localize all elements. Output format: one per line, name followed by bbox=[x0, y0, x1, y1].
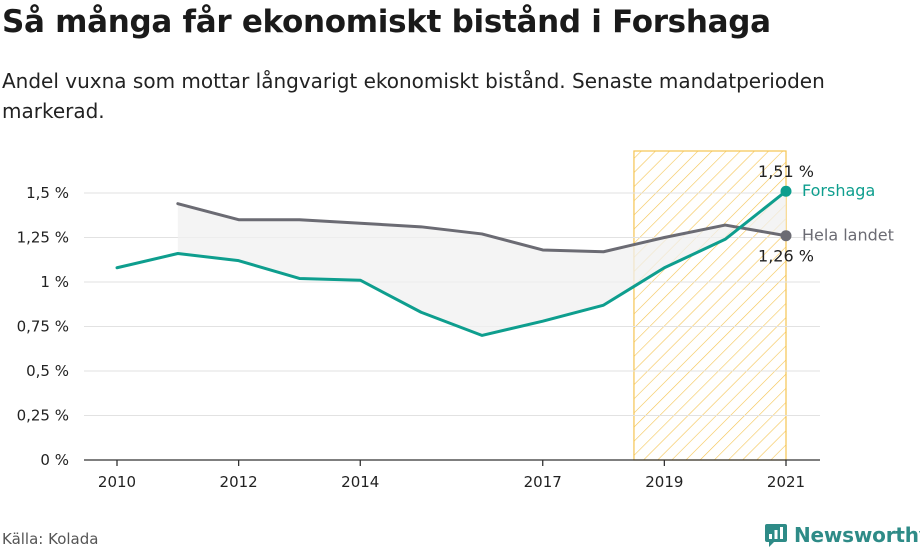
y-tick-label: 0,75 % bbox=[17, 318, 69, 336]
forshaga-line bbox=[115, 189, 788, 337]
y-tick-label: 0,25 % bbox=[17, 407, 69, 425]
newsworthy-logo-icon bbox=[765, 524, 787, 547]
source-note: Källa: Kolada bbox=[2, 530, 99, 548]
forshaga-series-label: Forshaga bbox=[802, 181, 875, 200]
hela-landet-series-label: Hela landet bbox=[802, 226, 894, 245]
hela-landet-line bbox=[176, 202, 788, 254]
forshaga-value-label: 1,51 % bbox=[758, 162, 814, 181]
x-tick-label: 2017 bbox=[524, 473, 562, 491]
y-tick-label: 0 % bbox=[40, 451, 69, 469]
chart-title: Så många får ekonomiskt bistånd i Forsha… bbox=[2, 4, 771, 40]
difference-area bbox=[177, 191, 786, 336]
x-tick-label: 2021 bbox=[767, 473, 805, 491]
x-tick-label: 2019 bbox=[645, 473, 683, 491]
chart-subtitle: Andel vuxna som mottar långvarigt ekonom… bbox=[2, 69, 825, 123]
y-tick-label: 1,25 % bbox=[17, 229, 69, 247]
brand-name: Newsworthy bbox=[794, 523, 920, 547]
x-tick-label: 2014 bbox=[341, 473, 379, 491]
y-tick-label: 0,5 % bbox=[26, 362, 69, 380]
hela-landet-value-label: 1,26 % bbox=[758, 247, 814, 266]
x-tick-label: 2010 bbox=[98, 473, 136, 491]
highlight-period bbox=[633, 150, 787, 461]
newsworthy-logo: Newsworthy bbox=[764, 518, 920, 552]
y-tick-label: 1 % bbox=[40, 273, 69, 291]
forshaga-end-point bbox=[780, 185, 792, 197]
y-tick-label: 1,5 % bbox=[26, 184, 69, 202]
x-tick-label: 2012 bbox=[220, 473, 258, 491]
hela-landet-end-point bbox=[780, 230, 792, 242]
